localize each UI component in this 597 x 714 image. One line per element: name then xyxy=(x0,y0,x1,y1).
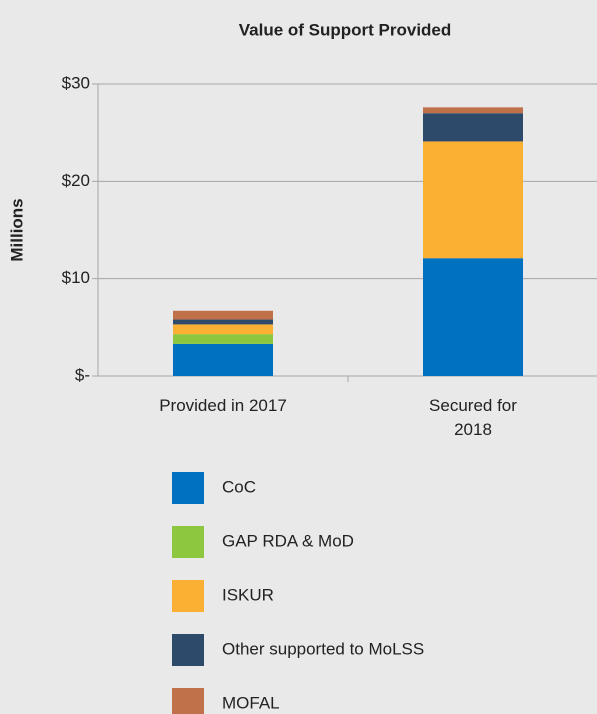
y-tick-label: $30 xyxy=(62,73,90,92)
y-axis-label: Millions xyxy=(7,198,26,261)
bar-segment xyxy=(423,107,523,114)
legend-label: CoC xyxy=(222,477,256,496)
bar-segment xyxy=(423,141,523,259)
legend-swatch xyxy=(172,526,204,558)
y-tick-label: $20 xyxy=(62,171,90,190)
legend-swatch xyxy=(172,580,204,612)
legend-label: ISKUR xyxy=(222,585,274,604)
bar-segment xyxy=(173,343,273,376)
bar-segment xyxy=(423,258,523,376)
x-tick-label: Provided in 2017 xyxy=(159,396,287,415)
legend-label: GAP RDA & MoD xyxy=(222,531,354,550)
bar-segment xyxy=(173,334,273,344)
legend-label: Other supported to MoLSS xyxy=(222,639,424,658)
y-tick-label: $- xyxy=(75,365,90,384)
legend-swatch xyxy=(172,472,204,504)
bar-segment xyxy=(173,324,273,335)
legend-swatch xyxy=(172,688,204,714)
legend-swatch xyxy=(172,634,204,666)
bar-segment xyxy=(173,319,273,325)
bar-segment xyxy=(173,310,273,320)
legend-label: MOFAL xyxy=(222,693,280,712)
y-tick-label: $10 xyxy=(62,268,90,287)
bar-segment xyxy=(423,113,523,142)
x-tick-label: Secured for 2018 xyxy=(429,396,517,439)
chart-title: Value of Support Provided xyxy=(239,20,452,39)
